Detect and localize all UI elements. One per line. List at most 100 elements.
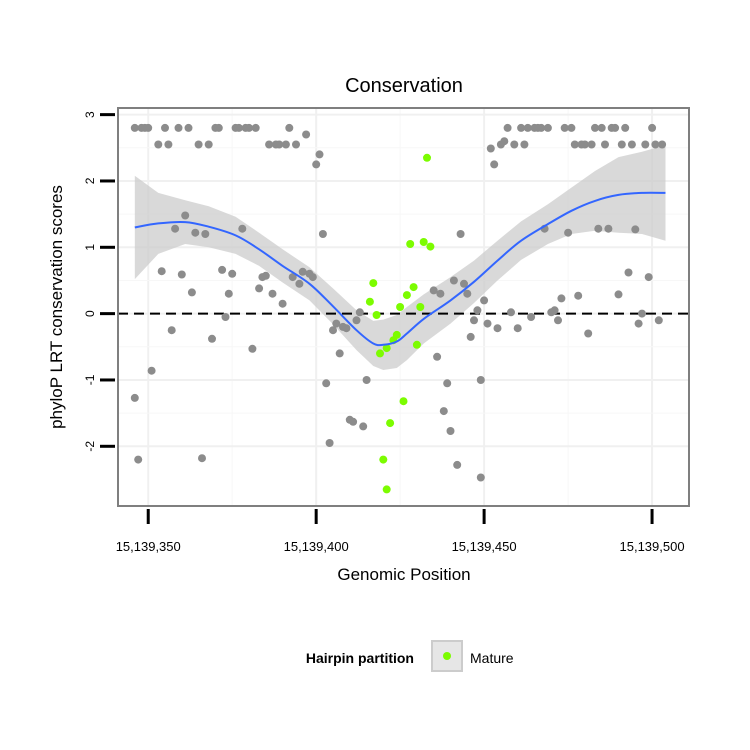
data-point [204,140,213,149]
data-point [312,160,321,169]
data-point [359,422,368,431]
data-point [507,308,515,317]
mature-data-point [386,419,395,428]
data-point [513,324,522,333]
y-axis: -2 -1 0 1 2 3 [83,111,115,452]
data-point [631,225,640,234]
data-point [594,224,603,233]
y-tick-label: 3 [83,111,97,118]
data-point [480,296,489,305]
data-point [164,140,173,149]
data-point [281,140,290,149]
data-point [198,454,206,463]
data-point [617,140,626,149]
legend-key-mature-icon [443,652,451,660]
data-point [466,332,475,341]
legend-label-mature: Mature [470,650,514,666]
mature-data-point [402,291,411,300]
mature-data-point [392,330,401,339]
mature-data-point [416,303,425,311]
data-point [621,123,630,132]
data-point [208,334,216,343]
data-point [130,393,139,402]
data-point [537,123,546,132]
data-point [476,376,485,384]
data-point [234,123,243,132]
data-point [449,276,458,285]
data-point [463,289,472,298]
mature-data-point [423,153,431,162]
data-point [268,289,277,298]
confidence-ribbon [134,145,666,370]
chart-title: Conservation [345,75,463,97]
data-point [318,230,327,238]
data-point [228,269,237,278]
data-point [486,144,495,153]
data-point [591,123,599,132]
plot-panel [117,107,690,507]
mature-data-point [369,279,378,288]
data-point [460,279,468,288]
data-point [550,306,559,315]
x-axis: 15,139,350 15,139,400 15,139,450 15,139,500 [116,509,685,554]
data-point [614,290,623,299]
data-point [644,273,653,282]
data-point [500,137,509,146]
data-point [543,123,552,132]
data-point [278,299,287,308]
mature-data-point [412,340,421,349]
data-point [161,123,169,132]
data-point [288,273,297,282]
data-point [476,473,485,482]
data-point [355,308,364,317]
x-tick-label: 15,139,450 [452,539,517,554]
data-point [453,460,462,469]
data-point [470,316,478,325]
data-point [510,140,519,149]
data-point [224,289,233,298]
data-point [503,123,512,132]
data-points [130,123,667,494]
data-point [245,123,253,132]
data-point [601,140,609,149]
data-point [490,160,499,169]
data-point [634,319,643,328]
data-point [238,224,247,233]
data-point [130,123,139,132]
data-point [295,279,304,288]
data-point [443,379,452,388]
data-point [251,123,260,132]
data-point [308,273,317,282]
y-tick-label: -2 [83,441,97,452]
data-point [335,349,344,358]
data-point [654,316,663,325]
data-point [332,319,341,328]
legend-key-box [431,640,463,672]
data-point [352,316,361,325]
mature-data-point [376,349,384,358]
data-point [439,407,448,416]
mature-data-point [426,242,435,251]
data-point [520,140,529,149]
data-point [292,140,300,149]
plot-border [117,107,690,507]
data-point [191,228,200,237]
data-point [218,265,227,274]
data-point [587,140,596,149]
mature-data-point [382,344,391,353]
x-tick-label: 15,139,400 [284,539,349,554]
data-point [285,123,294,132]
data-point [134,455,143,464]
data-point [167,326,176,335]
data-point [154,140,163,149]
data-point [574,291,583,300]
data-point [201,230,210,238]
data-point [483,319,492,328]
data-point [171,224,180,233]
mature-data-point [399,397,408,406]
data-point [567,123,576,132]
mature-data-point [406,240,415,248]
data-point [446,427,455,435]
data-point [473,306,482,315]
